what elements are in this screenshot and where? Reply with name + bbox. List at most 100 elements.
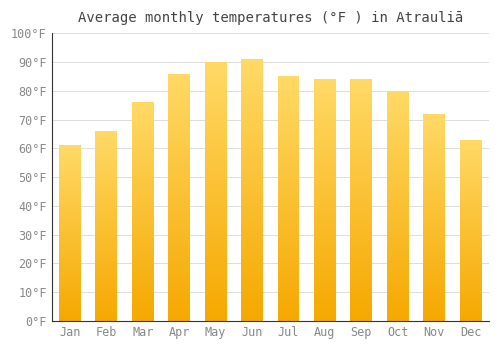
Bar xyxy=(314,233,336,234)
Bar xyxy=(350,171,372,172)
Bar xyxy=(314,157,336,158)
Bar xyxy=(96,244,117,245)
Bar xyxy=(241,88,263,89)
Bar xyxy=(387,297,408,298)
Bar xyxy=(387,104,408,105)
Bar xyxy=(424,313,445,314)
Bar xyxy=(132,312,154,313)
Bar xyxy=(387,243,408,244)
Bar xyxy=(241,84,263,85)
Bar xyxy=(387,150,408,152)
Bar xyxy=(168,251,190,252)
Bar xyxy=(424,219,445,220)
Bar xyxy=(241,198,263,199)
Bar xyxy=(278,231,299,232)
Bar xyxy=(168,101,190,102)
Bar xyxy=(204,120,227,121)
Bar xyxy=(424,196,445,197)
Bar xyxy=(350,85,372,86)
Bar xyxy=(204,268,227,269)
Bar xyxy=(387,238,408,239)
Bar xyxy=(132,123,154,124)
Bar xyxy=(132,119,154,120)
Bar xyxy=(204,198,227,199)
Bar xyxy=(424,211,445,212)
Bar xyxy=(314,186,336,187)
Bar xyxy=(387,115,408,116)
Bar xyxy=(278,299,299,300)
Bar xyxy=(132,231,154,232)
Bar xyxy=(460,189,481,190)
Bar xyxy=(460,220,481,221)
Bar xyxy=(132,215,154,216)
Bar xyxy=(278,244,299,245)
Bar xyxy=(241,144,263,146)
Bar xyxy=(460,150,481,152)
Bar xyxy=(350,228,372,229)
Bar xyxy=(96,287,117,288)
Bar xyxy=(168,163,190,164)
Bar xyxy=(278,191,299,193)
Bar xyxy=(387,251,408,252)
Bar xyxy=(387,109,408,110)
Bar xyxy=(96,134,117,135)
Bar xyxy=(168,122,190,123)
Bar xyxy=(96,153,117,154)
Bar xyxy=(387,137,408,138)
Bar xyxy=(350,219,372,221)
Bar xyxy=(314,102,336,104)
Bar xyxy=(241,101,263,102)
Bar xyxy=(278,239,299,240)
Bar xyxy=(204,158,227,159)
Bar xyxy=(424,189,445,190)
Bar xyxy=(387,276,408,277)
Bar xyxy=(59,275,81,276)
Bar xyxy=(132,274,154,275)
Bar xyxy=(278,135,299,136)
Bar xyxy=(350,204,372,205)
Bar xyxy=(132,137,154,138)
Bar xyxy=(314,210,336,211)
Bar xyxy=(350,314,372,315)
Bar xyxy=(241,80,263,82)
Bar xyxy=(241,151,263,152)
Bar xyxy=(278,182,299,183)
Bar xyxy=(204,300,227,302)
Bar xyxy=(241,71,263,72)
Bar xyxy=(350,117,372,118)
Bar xyxy=(96,191,117,192)
Bar xyxy=(59,200,81,201)
Bar xyxy=(241,223,263,224)
Bar xyxy=(350,129,372,130)
Bar xyxy=(278,88,299,89)
Bar xyxy=(204,132,227,133)
Bar xyxy=(168,295,190,296)
Bar xyxy=(96,149,117,150)
Bar xyxy=(387,183,408,184)
Bar xyxy=(204,250,227,251)
Bar xyxy=(204,296,227,298)
Bar xyxy=(387,192,408,193)
Bar xyxy=(460,282,481,283)
Bar xyxy=(314,137,336,139)
Bar xyxy=(278,306,299,308)
Bar xyxy=(241,254,263,256)
Bar xyxy=(278,113,299,114)
Bar xyxy=(278,134,299,135)
Bar xyxy=(387,206,408,207)
Bar xyxy=(387,145,408,146)
Bar xyxy=(314,132,336,134)
Bar xyxy=(204,284,227,285)
Bar xyxy=(460,191,481,192)
Bar xyxy=(132,225,154,226)
Bar xyxy=(204,214,227,215)
Bar xyxy=(59,287,81,288)
Bar xyxy=(460,319,481,320)
Bar xyxy=(59,306,81,307)
Bar xyxy=(350,262,372,263)
Bar xyxy=(204,125,227,127)
Bar xyxy=(278,138,299,139)
Bar xyxy=(314,199,336,200)
Bar xyxy=(278,219,299,221)
Bar xyxy=(424,284,445,285)
